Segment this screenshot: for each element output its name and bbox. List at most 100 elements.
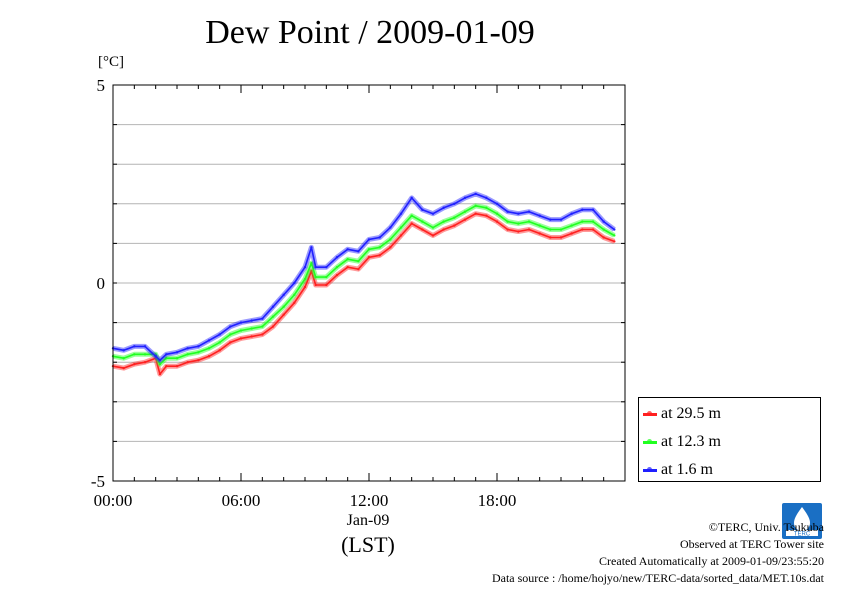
series-line-0 xyxy=(112,212,615,375)
data-point xyxy=(239,337,243,340)
data-point xyxy=(325,275,328,279)
data-point xyxy=(602,220,605,223)
data-point xyxy=(517,212,520,215)
data-point xyxy=(474,192,477,196)
data-point xyxy=(453,224,456,227)
data-point xyxy=(399,226,403,229)
data-point xyxy=(410,222,413,225)
data-point xyxy=(581,228,584,231)
data-point xyxy=(314,265,317,269)
data-point xyxy=(303,277,307,281)
data-point xyxy=(239,329,243,332)
data-point xyxy=(421,228,424,231)
data-point xyxy=(559,228,563,231)
data-point xyxy=(271,325,275,328)
data-point xyxy=(335,256,339,259)
y-tick-label: 0 xyxy=(97,274,106,293)
data-point xyxy=(421,220,424,223)
data-point xyxy=(325,265,328,269)
data-point xyxy=(154,355,157,358)
data-point xyxy=(143,361,147,364)
series-halo-2 xyxy=(112,191,616,363)
data-point xyxy=(207,339,211,342)
data-point xyxy=(197,351,200,354)
data-point xyxy=(158,372,162,376)
data-point xyxy=(186,361,189,364)
data-point xyxy=(158,362,162,366)
data-point xyxy=(453,216,456,219)
data-point xyxy=(570,224,573,227)
data-point xyxy=(197,345,200,348)
data-point xyxy=(613,234,616,237)
data-point xyxy=(303,285,307,289)
data-point xyxy=(229,325,232,328)
footer-site: Observed at TERC Tower site xyxy=(679,537,824,551)
data-point xyxy=(559,236,563,239)
data-point xyxy=(581,208,584,211)
data-point xyxy=(143,345,147,348)
data-point xyxy=(207,347,211,350)
data-point xyxy=(165,364,168,368)
data-point xyxy=(506,220,509,223)
x-axis-date-label: Jan-09 xyxy=(346,512,390,529)
data-point xyxy=(239,321,243,324)
data-point xyxy=(570,212,573,215)
data-point xyxy=(335,265,339,269)
data-point xyxy=(367,248,371,251)
data-point xyxy=(399,212,403,215)
x-tick-label: 00:00 xyxy=(94,491,133,510)
data-point xyxy=(335,273,339,277)
data-point xyxy=(310,262,313,265)
data-point xyxy=(389,246,392,249)
data-point xyxy=(314,283,317,287)
series-halo-1 xyxy=(112,203,616,367)
y-tick-label: 5 xyxy=(97,76,106,95)
data-point xyxy=(122,366,125,370)
legend-swatch-red xyxy=(643,410,657,416)
legend-item-1-6m: at 1.6 m xyxy=(643,460,713,480)
terc-logo: TERC xyxy=(782,503,822,539)
data-point xyxy=(346,265,349,269)
data-point xyxy=(431,226,435,229)
legend-item-29-5m: at 29.5 m xyxy=(643,404,721,424)
data-point xyxy=(602,236,605,239)
data-point xyxy=(538,224,541,227)
data-point xyxy=(229,333,232,336)
data-point xyxy=(517,230,520,233)
chart-title: Dew Point / 2009-01-09 xyxy=(205,14,535,51)
data-point xyxy=(282,305,285,308)
data-point xyxy=(357,267,360,271)
data-point xyxy=(303,265,307,269)
data-point xyxy=(133,345,136,348)
legend-label: at 29.5 m xyxy=(661,405,721,422)
data-point xyxy=(538,214,541,217)
data-point xyxy=(158,359,162,362)
data-point xyxy=(591,228,595,231)
data-point xyxy=(175,364,179,368)
data-point xyxy=(538,232,541,235)
data-point xyxy=(410,196,413,200)
data-point xyxy=(485,196,488,200)
data-point xyxy=(282,293,285,297)
data-point xyxy=(581,220,584,223)
data-point xyxy=(389,226,392,229)
footer-created: Created Automatically at 2009-01-09/23:5… xyxy=(599,554,824,568)
data-point xyxy=(165,357,168,360)
data-point xyxy=(527,228,531,231)
data-point xyxy=(133,353,136,356)
series-line-1 xyxy=(112,205,615,366)
data-point xyxy=(293,301,296,304)
data-point xyxy=(175,357,179,360)
data-point xyxy=(506,228,509,231)
data-point xyxy=(442,206,445,209)
data-point xyxy=(282,313,285,316)
data-point xyxy=(293,293,296,297)
x-tick-label: 12:00 xyxy=(350,491,389,510)
data-point xyxy=(293,281,296,285)
series-layer xyxy=(111,191,616,377)
data-point xyxy=(346,248,349,251)
data-point xyxy=(495,220,499,223)
data-point xyxy=(122,349,125,352)
data-point xyxy=(346,258,349,261)
